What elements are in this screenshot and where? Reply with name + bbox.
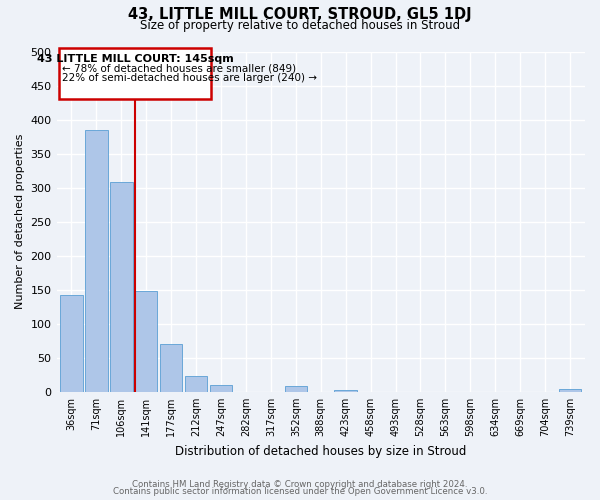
Bar [185, 376, 208, 392]
Bar [59, 48, 211, 99]
Text: 22% of semi-detached houses are larger (240) →: 22% of semi-detached houses are larger (… [62, 74, 317, 84]
Text: Contains HM Land Registry data © Crown copyright and database right 2024.: Contains HM Land Registry data © Crown c… [132, 480, 468, 489]
Bar [284, 386, 307, 392]
X-axis label: Distribution of detached houses by size in Stroud: Distribution of detached houses by size … [175, 444, 466, 458]
Bar [160, 344, 182, 392]
Bar [210, 385, 232, 392]
Text: Contains public sector information licensed under the Open Government Licence v3: Contains public sector information licen… [113, 487, 487, 496]
Bar [110, 182, 133, 392]
Bar [135, 291, 157, 392]
Bar [334, 390, 357, 392]
Text: Size of property relative to detached houses in Stroud: Size of property relative to detached ho… [140, 18, 460, 32]
Text: 43 LITTLE MILL COURT: 145sqm: 43 LITTLE MILL COURT: 145sqm [37, 54, 233, 64]
Text: ← 78% of detached houses are smaller (849): ← 78% of detached houses are smaller (84… [62, 64, 296, 74]
Bar [559, 388, 581, 392]
Y-axis label: Number of detached properties: Number of detached properties [15, 134, 25, 310]
Text: 43, LITTLE MILL COURT, STROUD, GL5 1DJ: 43, LITTLE MILL COURT, STROUD, GL5 1DJ [128, 8, 472, 22]
Bar [60, 294, 83, 392]
Bar [85, 130, 107, 392]
